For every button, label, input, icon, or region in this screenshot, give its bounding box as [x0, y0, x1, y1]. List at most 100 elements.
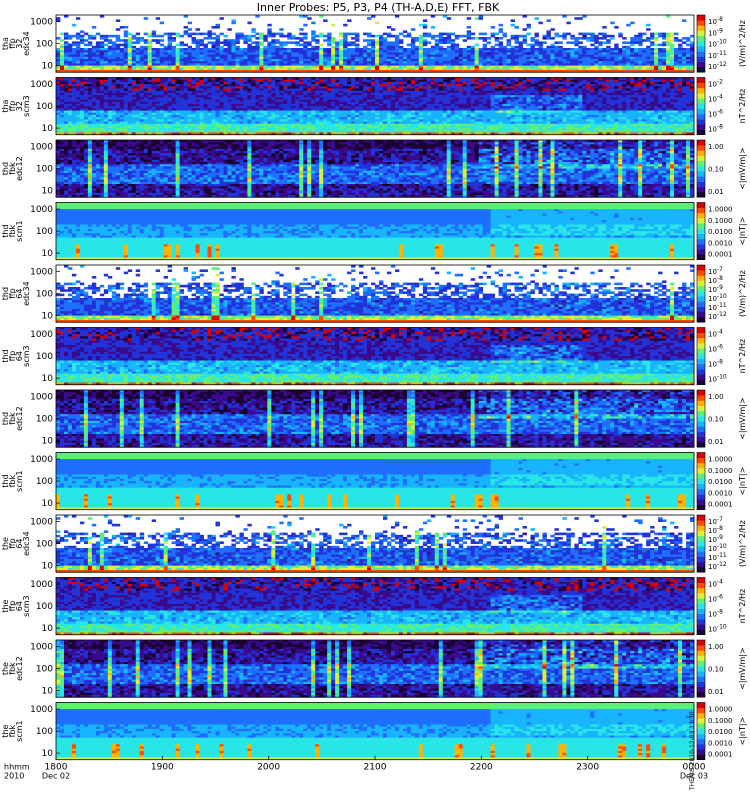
heat-cell — [558, 50, 563, 53]
heat-cell — [371, 43, 376, 47]
heat-cell — [386, 70, 392, 73]
heat-cell — [426, 34, 432, 38]
heat-cell — [394, 39, 400, 42]
heat-cell — [482, 52, 488, 55]
heat-cell — [542, 56, 547, 60]
heat-cell — [546, 67, 551, 71]
heat-cell — [371, 65, 376, 69]
heat-cell — [191, 65, 196, 69]
heat-cell — [530, 39, 535, 42]
heat-cell — [183, 61, 188, 64]
heat-cell — [299, 59, 304, 62]
heat-cell — [155, 17, 161, 20]
heat-cell — [526, 52, 531, 55]
heat-cell — [335, 50, 340, 53]
heat-cell — [418, 23, 424, 27]
heat-cell — [602, 50, 607, 53]
heat-cell — [414, 48, 420, 51]
heat-cell — [618, 34, 623, 38]
heat-cell — [215, 26, 220, 29]
heat-cell — [618, 59, 623, 62]
heat-cell — [426, 67, 432, 71]
heat-cell — [510, 37, 515, 40]
heat-cell — [199, 48, 204, 51]
heat-cell — [227, 45, 232, 49]
heat-cell — [363, 70, 368, 73]
heat-cell — [558, 67, 563, 71]
heat-cell — [386, 34, 392, 38]
heat-cell — [474, 50, 480, 53]
heat-cell — [474, 59, 480, 62]
heat-cell — [622, 65, 627, 69]
heat-cell — [159, 54, 165, 58]
heat-cell — [606, 48, 611, 51]
heat-cell — [267, 54, 272, 58]
heat-cell — [259, 67, 264, 71]
heat-cell — [283, 34, 288, 38]
heat-cell — [275, 39, 280, 42]
heat-cell — [251, 65, 256, 69]
heat-cell — [167, 48, 173, 51]
heat-cell — [526, 70, 531, 73]
heat-cell — [450, 39, 456, 42]
heat-cell — [231, 52, 236, 55]
heat-cell — [131, 41, 137, 44]
heat-cell — [255, 65, 260, 69]
heat-cell — [522, 28, 527, 31]
heat-cell — [175, 43, 181, 47]
heat-cell — [283, 61, 288, 64]
heat-cell — [56, 17, 61, 20]
heat-cell — [67, 52, 73, 55]
heat-cell — [331, 65, 336, 69]
heat-cell — [151, 30, 157, 33]
heat-cell — [550, 56, 555, 60]
heat-cell — [458, 34, 464, 38]
heat-cell — [171, 59, 177, 62]
heat-cell — [99, 70, 105, 73]
heat-cell — [263, 48, 268, 51]
heat-cell — [267, 70, 272, 73]
heat-cell — [255, 41, 260, 44]
heat-cell — [87, 50, 93, 53]
heat-cell — [506, 61, 511, 64]
heat-cell — [195, 63, 200, 66]
heat-cell — [534, 54, 539, 58]
heat-cell — [267, 41, 272, 44]
heat-cell — [327, 52, 332, 55]
heat-cell — [335, 52, 340, 55]
heat-cell — [163, 67, 169, 71]
heat-cell — [410, 65, 416, 69]
heat-cell — [323, 52, 328, 55]
heat-cell — [311, 59, 316, 62]
heat-cell — [83, 56, 89, 60]
heat-cell — [367, 61, 372, 64]
heat-cell — [75, 65, 81, 69]
heat-cell — [223, 54, 228, 58]
heat-cell — [179, 56, 184, 60]
heat-cell — [279, 54, 284, 58]
heat-cell — [570, 59, 575, 62]
heat-cell — [367, 70, 372, 73]
heat-cell — [159, 61, 165, 64]
heat-cell — [79, 63, 85, 66]
heat-cell — [406, 43, 412, 47]
heat-cell — [99, 41, 105, 44]
heat-cell — [466, 30, 472, 33]
heat-cell — [187, 28, 192, 31]
heat-cell — [311, 48, 316, 51]
heat-cell — [642, 39, 647, 42]
heat-cell — [498, 54, 503, 58]
heat-cell — [227, 70, 232, 73]
heat-cell — [247, 70, 252, 73]
heat-cell — [646, 28, 651, 31]
heat-cell — [203, 37, 208, 40]
heat-cell — [215, 37, 220, 40]
heat-cell — [203, 50, 208, 53]
heat-cell — [574, 70, 579, 73]
heat-cell — [582, 70, 587, 73]
heat-cell — [570, 63, 575, 66]
heat-cell — [526, 50, 531, 53]
heat-cell — [295, 43, 300, 47]
heat-cell — [127, 45, 133, 49]
heat-cell — [542, 70, 547, 73]
